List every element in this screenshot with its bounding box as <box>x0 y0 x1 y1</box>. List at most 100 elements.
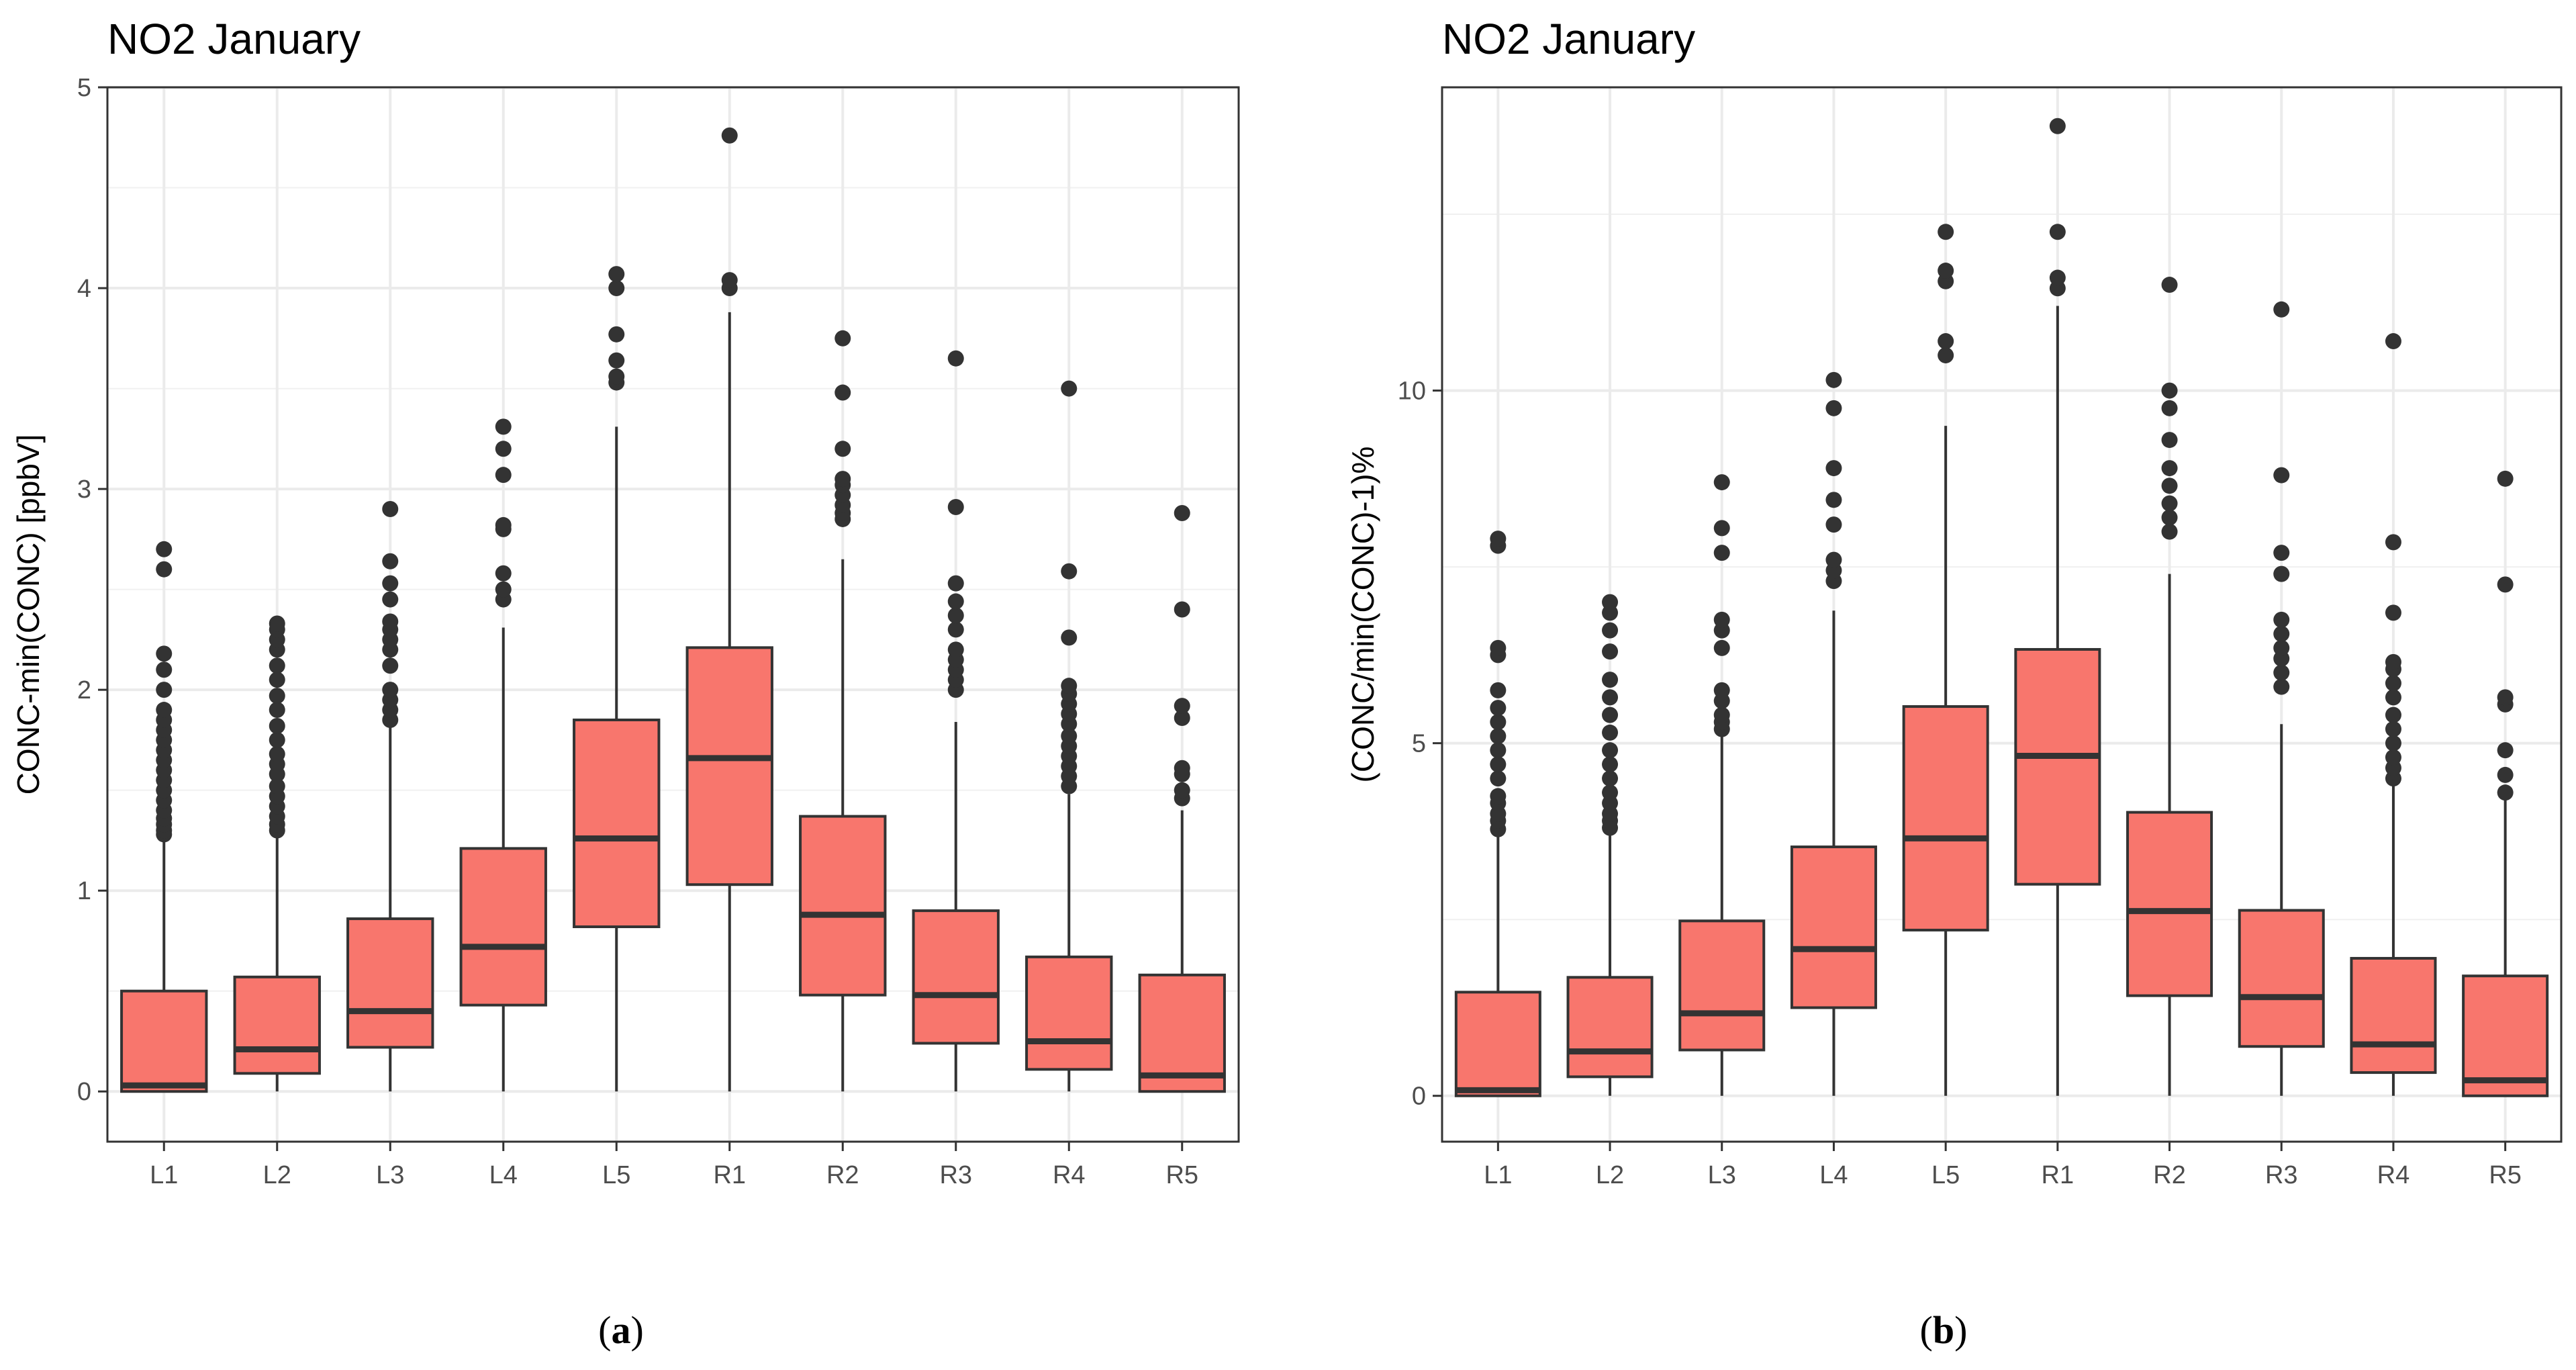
x-tick-label-R1: R1 <box>2042 1161 2074 1189</box>
iqr-box <box>459 847 547 1007</box>
outlier-point <box>1490 639 1507 656</box>
outlier-point <box>2161 477 2178 494</box>
box-L2 <box>233 615 321 1092</box>
iqr-box <box>2126 811 2213 997</box>
outlier-point <box>2273 545 2290 561</box>
iqr-box <box>1678 919 1766 1052</box>
outlier-point <box>1174 601 1190 618</box>
outlier-point <box>2385 534 2401 551</box>
panel-border <box>106 86 1240 1143</box>
outlier-point <box>1490 700 1507 717</box>
box-R2 <box>2126 277 2213 1096</box>
box-R4 <box>1025 380 1113 1092</box>
outlier-point <box>947 499 964 516</box>
outlier-point <box>1713 545 1730 561</box>
y-tick-label: 2 <box>77 676 91 704</box>
outlier-point <box>1602 724 1619 741</box>
box-L2 <box>1566 594 1654 1096</box>
outlier-point <box>2273 611 2290 628</box>
outlier-point <box>2273 625 2290 642</box>
y-tick-label: 4 <box>77 275 91 303</box>
outlier-point <box>2161 432 2178 449</box>
iqr-box <box>1902 705 1989 931</box>
iqr-box <box>2350 956 2437 1075</box>
outlier-point <box>495 418 512 435</box>
outlier-point <box>2497 742 2514 759</box>
iqr-box <box>1790 846 1877 1009</box>
outlier-point <box>382 501 399 517</box>
outlier-point <box>2161 523 2178 540</box>
y-tick-label: 0 <box>77 1078 91 1106</box>
outlier-point <box>834 330 851 347</box>
outlier-point <box>382 682 399 698</box>
outlier-point <box>1490 770 1507 787</box>
x-tick-label-R3: R3 <box>2265 1161 2298 1189</box>
outlier-point <box>608 326 625 342</box>
outlier-point <box>1602 672 1619 688</box>
x-tick-label-L3: L3 <box>1708 1161 1736 1189</box>
iqr-box <box>1566 976 1654 1079</box>
outlier-point <box>2049 224 2066 240</box>
outlier-point <box>2049 118 2066 134</box>
outlier-point <box>2385 675 2401 692</box>
box-R1 <box>2014 118 2101 1096</box>
panel-caption: (a) <box>598 1308 644 1352</box>
outlier-point <box>2497 689 2514 706</box>
outlier-point <box>269 717 285 734</box>
outlier-point <box>2497 784 2514 801</box>
y-tick-label: 3 <box>77 475 91 504</box>
outlier-point <box>382 657 399 674</box>
outlier-point <box>1713 682 1730 698</box>
y-tick-label: 5 <box>77 74 91 102</box>
outlier-point <box>1825 400 1842 416</box>
outlier-point <box>2273 678 2290 695</box>
outlier-point <box>382 553 399 569</box>
outlier-point <box>1602 622 1619 639</box>
outlier-point <box>2497 470 2514 487</box>
outlier-point <box>156 645 173 662</box>
outlier-point <box>156 682 173 698</box>
y-tick-label: 10 <box>1398 377 1426 406</box>
outlier-point <box>947 350 964 367</box>
outlier-point <box>834 471 851 488</box>
iqr-box <box>346 917 434 1049</box>
outlier-point <box>1825 551 1842 568</box>
outlier-point <box>2385 653 2401 670</box>
outlier-point <box>495 467 512 484</box>
outlier-point <box>1825 371 1842 388</box>
outlier-point <box>834 384 851 401</box>
chart-title: NO2 January <box>1442 15 1695 63</box>
outlier-point <box>721 272 738 289</box>
box-L4 <box>1790 371 1877 1096</box>
iqr-box <box>573 719 661 929</box>
outlier-point <box>2385 706 2401 723</box>
x-tick-label-L5: L5 <box>602 1161 630 1189</box>
outlier-point <box>1602 784 1619 801</box>
x-tick-label-L2: L2 <box>1596 1161 1624 1189</box>
y-axis-label: (CONC/min(CONC)-1)% <box>1345 447 1380 783</box>
outlier-point <box>2385 333 2401 350</box>
box-R1 <box>685 127 773 1092</box>
outlier-point <box>2161 400 2178 416</box>
outlier-point <box>269 688 285 704</box>
outlier-point <box>495 565 512 582</box>
x-tick-label-R1: R1 <box>713 1161 746 1189</box>
outlier-point <box>382 613 399 630</box>
outlier-point <box>1938 333 1954 350</box>
outlier-point <box>1602 706 1619 723</box>
chart-title: NO2 January <box>107 15 361 63</box>
x-tick-label-L4: L4 <box>489 1161 518 1189</box>
y-tick-label: 5 <box>1412 730 1426 758</box>
outlier-point <box>495 581 512 598</box>
box-R3 <box>2238 301 2325 1096</box>
outlier-point <box>1174 760 1190 776</box>
outlier-point <box>156 541 173 557</box>
outlier-point <box>1061 727 1078 744</box>
outlier-point <box>1174 698 1190 715</box>
outlier-point <box>156 661 173 678</box>
outlier-point <box>608 368 625 385</box>
outlier-point <box>2273 467 2290 484</box>
outlier-point <box>834 441 851 457</box>
outlier-point <box>269 778 285 794</box>
x-tick-label-L1: L1 <box>150 1161 178 1189</box>
